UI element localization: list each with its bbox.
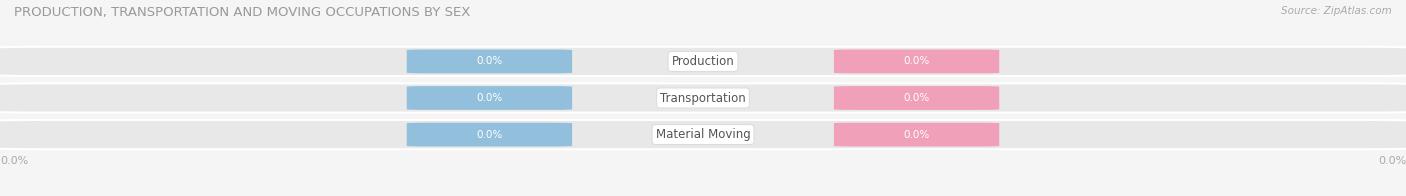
Legend: Male, Female: Male, Female (638, 193, 768, 196)
FancyBboxPatch shape (834, 50, 1000, 73)
Text: 0.0%: 0.0% (477, 130, 502, 140)
FancyBboxPatch shape (834, 86, 1000, 110)
Text: 0.0%: 0.0% (904, 93, 929, 103)
Text: 0.0%: 0.0% (904, 130, 929, 140)
FancyBboxPatch shape (0, 83, 1406, 113)
Text: 0.0%: 0.0% (904, 56, 929, 66)
Text: Production: Production (672, 55, 734, 68)
Text: PRODUCTION, TRANSPORTATION AND MOVING OCCUPATIONS BY SEX: PRODUCTION, TRANSPORTATION AND MOVING OC… (14, 6, 471, 19)
FancyBboxPatch shape (406, 50, 572, 73)
Text: Transportation: Transportation (661, 92, 745, 104)
FancyBboxPatch shape (834, 123, 1000, 146)
FancyBboxPatch shape (406, 123, 572, 146)
Text: Material Moving: Material Moving (655, 128, 751, 141)
FancyBboxPatch shape (406, 86, 572, 110)
FancyBboxPatch shape (0, 47, 1406, 76)
Text: 0.0%: 0.0% (477, 93, 502, 103)
FancyBboxPatch shape (0, 120, 1406, 149)
Text: 0.0%: 0.0% (477, 56, 502, 66)
Text: Source: ZipAtlas.com: Source: ZipAtlas.com (1281, 6, 1392, 16)
